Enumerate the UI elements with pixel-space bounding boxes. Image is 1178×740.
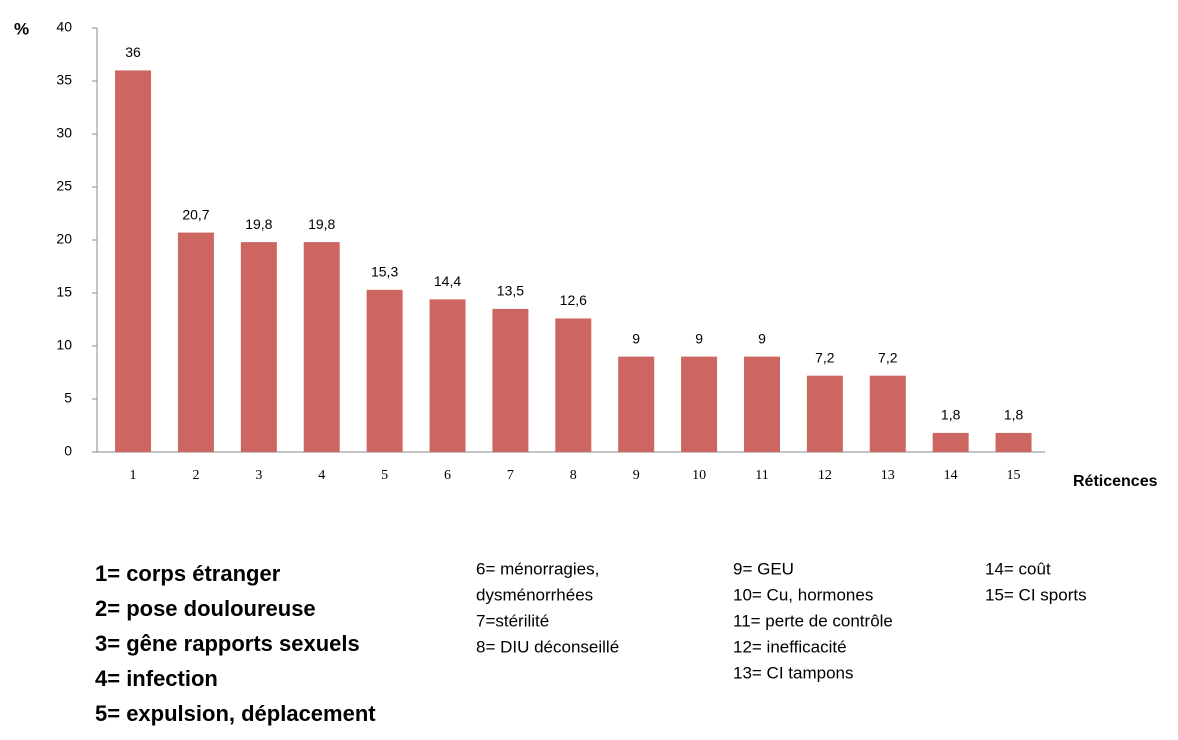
value-label: 12,6: [560, 292, 587, 308]
x-tick-label: 15: [1007, 468, 1021, 483]
note: 5= expulsion, déplacement: [95, 701, 376, 726]
x-tick-label: 12: [818, 468, 832, 483]
value-label: 7,2: [878, 349, 898, 365]
x-tick-label: 1: [130, 468, 137, 483]
value-label: 9: [632, 330, 640, 346]
bar: [366, 289, 403, 452]
value-label: 1,8: [1004, 407, 1024, 423]
note: 8= DIU déconseillé: [476, 637, 619, 656]
x-tick-label: 10: [692, 468, 706, 483]
x-tick-label: 14: [944, 468, 958, 483]
x-tick-label: 2: [192, 468, 199, 483]
note: 2= pose douloureuse: [95, 596, 316, 621]
note: 10= Cu, hormones: [733, 585, 873, 604]
value-label: 14,4: [434, 273, 461, 289]
note: 7=stérilité: [476, 611, 549, 630]
value-label: 13,5: [497, 283, 524, 299]
x-tick-label: 4: [318, 468, 325, 483]
bar: [806, 375, 843, 452]
note: 9= GEU: [733, 559, 794, 578]
bar: [932, 432, 969, 452]
value-label: 7,2: [815, 349, 835, 365]
bar: [618, 356, 655, 452]
note: 4= infection: [95, 666, 218, 691]
y-tick-label: 5: [64, 390, 72, 406]
x-tick-label: 9: [633, 468, 640, 483]
y-tick-label: 30: [56, 125, 72, 141]
value-label: 19,8: [308, 216, 335, 232]
x-tick-label: 6: [444, 468, 451, 483]
bar: [240, 242, 277, 452]
x-tick-label: 13: [881, 468, 895, 483]
x-tick-label: 7: [507, 468, 514, 483]
bar: [869, 375, 906, 452]
note: 6= ménorragies,: [476, 559, 599, 578]
note: 12= inefficacité: [733, 637, 847, 656]
value-label: 1,8: [941, 407, 961, 423]
value-label: 9: [695, 330, 703, 346]
y-tick-label: 35: [56, 72, 72, 88]
y-tick-label: 15: [56, 284, 72, 300]
x-tick-label: 11: [755, 468, 768, 483]
bar: [681, 356, 718, 452]
y-tick-label: 40: [56, 19, 72, 35]
bar: [115, 70, 152, 453]
bar: [303, 242, 340, 452]
note: 15= CI sports: [985, 585, 1087, 604]
value-label: 9: [758, 330, 766, 346]
bar: [492, 308, 529, 452]
note: 1= corps étranger: [95, 561, 281, 586]
y-tick-label: 10: [56, 337, 72, 353]
y-tick-label: 25: [56, 178, 72, 194]
value-label: 36: [125, 44, 141, 60]
bar: [995, 432, 1032, 452]
bar: [743, 356, 780, 452]
note: 14= coût: [985, 559, 1051, 578]
x-axis-label: Réticences: [1073, 473, 1158, 490]
x-tick-label: 8: [570, 468, 577, 483]
value-label: 19,8: [245, 216, 272, 232]
value-label: 15,3: [371, 264, 398, 280]
bar: [177, 232, 214, 452]
bar: [429, 299, 466, 452]
note: 13= CI tampons: [733, 663, 854, 682]
y-tick-label: 0: [64, 443, 72, 459]
note: dysménorrhées: [476, 585, 593, 604]
x-tick-label: 5: [381, 468, 388, 483]
x-tick-label: 3: [255, 468, 262, 483]
y-axis-label: %: [14, 19, 29, 38]
y-tick-label: 20: [56, 231, 72, 247]
value-label: 20,7: [182, 206, 209, 222]
note: 11= perte de contrôle: [733, 611, 893, 630]
bar: [555, 318, 592, 452]
note: 3= gêne rapports sexuels: [95, 631, 360, 656]
